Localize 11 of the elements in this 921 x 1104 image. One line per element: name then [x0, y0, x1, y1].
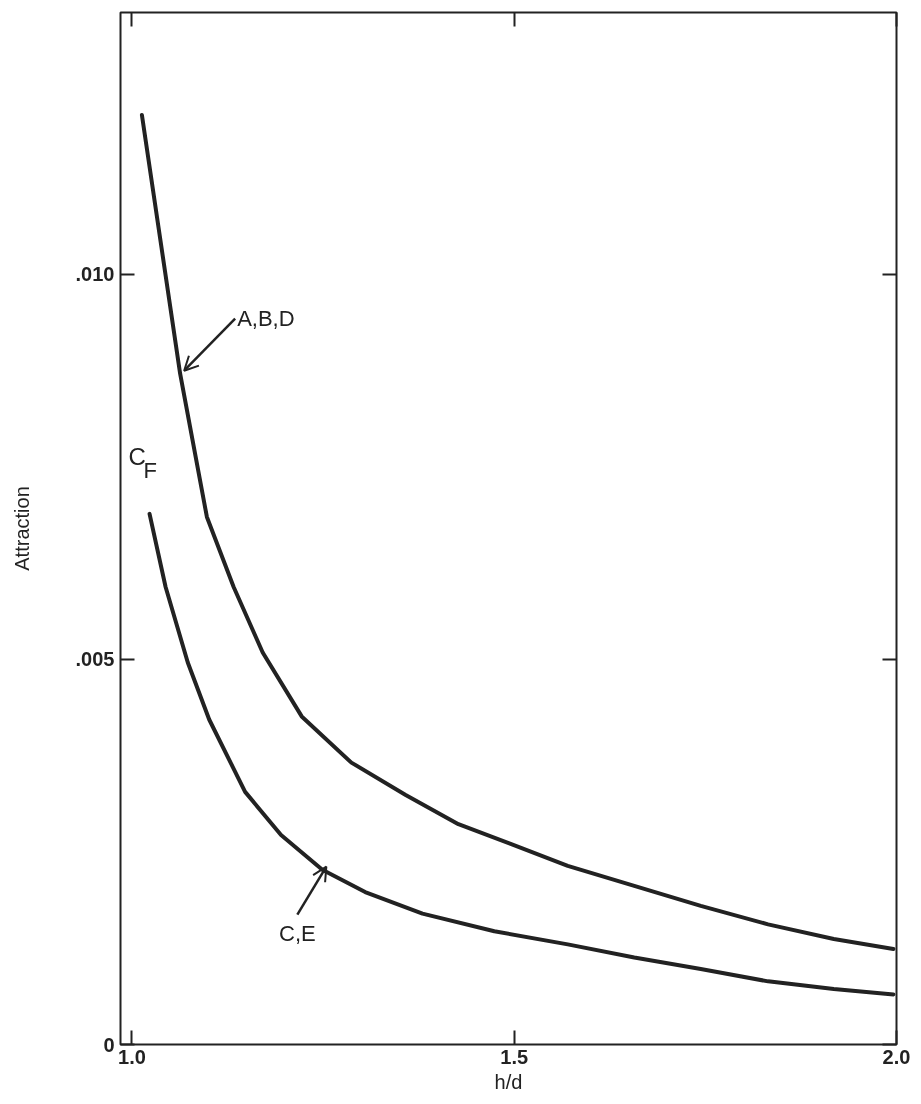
- y-tick-label: .005: [75, 648, 115, 671]
- annotation: CF: [128, 442, 157, 483]
- y-tick-label: .010: [75, 263, 115, 286]
- x-tick-label: 1.5: [500, 1045, 529, 1068]
- x-axis-title: h/d: [494, 1070, 523, 1093]
- x-tick-label: 2.0: [882, 1045, 911, 1068]
- y-tick-label: 0: [103, 1033, 115, 1056]
- annotation: A,B,D: [237, 306, 295, 332]
- annotation: C,E: [279, 920, 316, 946]
- x-tick-label: 1.0: [118, 1045, 146, 1068]
- y-axis-title: Attraction: [10, 486, 33, 571]
